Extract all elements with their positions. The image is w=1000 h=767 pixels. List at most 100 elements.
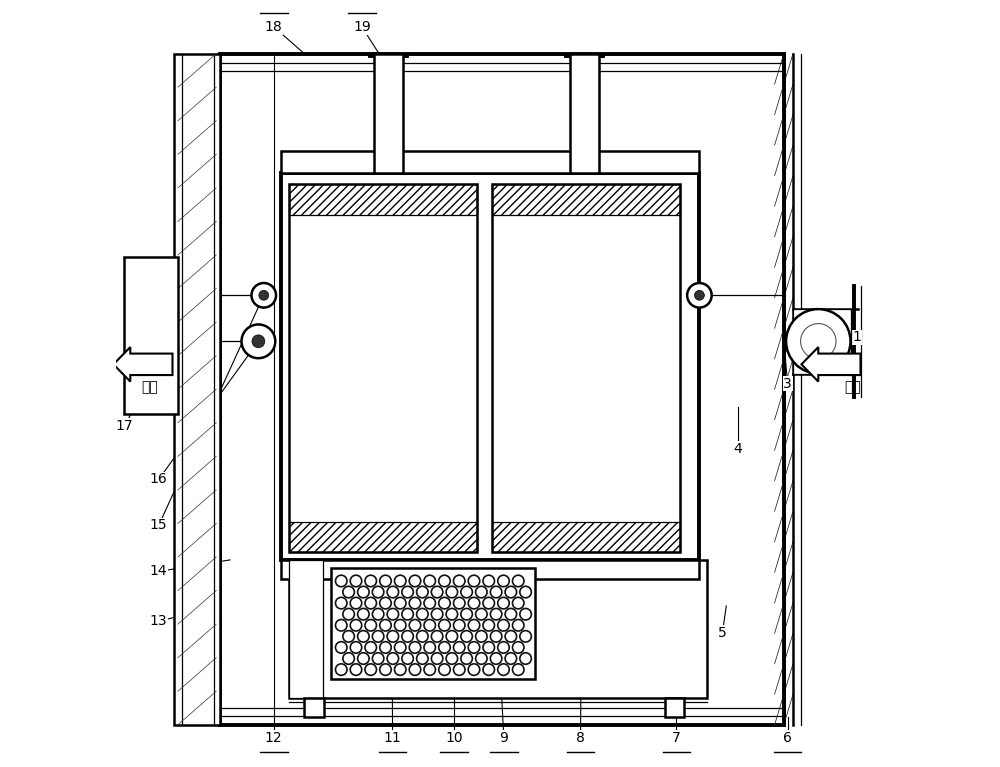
Circle shape xyxy=(468,575,480,587)
Circle shape xyxy=(259,291,269,300)
Text: 18: 18 xyxy=(265,20,283,34)
Circle shape xyxy=(512,642,524,653)
Circle shape xyxy=(242,324,275,358)
Circle shape xyxy=(343,630,354,642)
Circle shape xyxy=(350,642,362,653)
Circle shape xyxy=(402,586,413,597)
Circle shape xyxy=(394,620,406,631)
Bar xyxy=(570,54,599,173)
Circle shape xyxy=(483,642,494,653)
Circle shape xyxy=(446,653,458,664)
Circle shape xyxy=(402,630,413,642)
Circle shape xyxy=(446,608,458,620)
Circle shape xyxy=(417,653,428,664)
Circle shape xyxy=(358,630,369,642)
Circle shape xyxy=(461,586,472,597)
Circle shape xyxy=(350,663,362,675)
Bar xyxy=(220,54,784,725)
Text: 1: 1 xyxy=(852,331,861,344)
Circle shape xyxy=(468,597,480,609)
Text: 9: 9 xyxy=(499,731,508,745)
Circle shape xyxy=(424,620,435,631)
Circle shape xyxy=(446,630,458,642)
Circle shape xyxy=(358,608,369,620)
Circle shape xyxy=(520,608,531,620)
Circle shape xyxy=(409,597,421,609)
Circle shape xyxy=(439,597,450,609)
Circle shape xyxy=(468,620,480,631)
Circle shape xyxy=(446,586,458,597)
Circle shape xyxy=(335,597,347,609)
Circle shape xyxy=(498,597,509,609)
Circle shape xyxy=(453,663,465,675)
Circle shape xyxy=(512,620,524,631)
Circle shape xyxy=(439,663,450,675)
Circle shape xyxy=(335,575,347,587)
Circle shape xyxy=(358,586,369,597)
Text: 8: 8 xyxy=(576,731,585,745)
Circle shape xyxy=(520,653,531,664)
Circle shape xyxy=(335,642,347,653)
Text: 11: 11 xyxy=(384,731,401,745)
Text: 出气: 出气 xyxy=(141,380,158,394)
Circle shape xyxy=(350,620,362,631)
Circle shape xyxy=(380,575,391,587)
Circle shape xyxy=(476,653,487,664)
Circle shape xyxy=(424,575,435,587)
Circle shape xyxy=(476,586,487,597)
Circle shape xyxy=(431,608,443,620)
Circle shape xyxy=(439,620,450,631)
Text: 10: 10 xyxy=(445,731,463,745)
Circle shape xyxy=(409,663,421,675)
Circle shape xyxy=(402,653,413,664)
Circle shape xyxy=(343,586,354,597)
Circle shape xyxy=(468,642,480,653)
Circle shape xyxy=(461,653,472,664)
Circle shape xyxy=(409,575,421,587)
Circle shape xyxy=(335,663,347,675)
Circle shape xyxy=(380,642,391,653)
Text: 16: 16 xyxy=(150,472,168,486)
Bar xyxy=(281,151,699,173)
Text: 14: 14 xyxy=(150,565,167,578)
Circle shape xyxy=(490,586,502,597)
Bar xyxy=(174,54,220,725)
Circle shape xyxy=(251,283,276,308)
Bar xyxy=(665,698,684,717)
Circle shape xyxy=(468,663,480,675)
Circle shape xyxy=(387,608,399,620)
Circle shape xyxy=(343,653,354,664)
Circle shape xyxy=(402,608,413,620)
Circle shape xyxy=(512,597,524,609)
Bar xyxy=(289,522,477,552)
Text: 4: 4 xyxy=(733,442,742,456)
Text: 进气: 进气 xyxy=(844,380,861,394)
Text: 13: 13 xyxy=(150,614,167,628)
Circle shape xyxy=(372,630,384,642)
Circle shape xyxy=(394,663,406,675)
Circle shape xyxy=(476,608,487,620)
Circle shape xyxy=(431,653,443,664)
Circle shape xyxy=(512,575,524,587)
Circle shape xyxy=(498,663,509,675)
Bar xyxy=(492,184,680,215)
Circle shape xyxy=(687,283,712,308)
Bar xyxy=(289,560,323,698)
Circle shape xyxy=(439,575,450,587)
Circle shape xyxy=(498,575,509,587)
Text: 12: 12 xyxy=(265,731,283,745)
Circle shape xyxy=(343,608,354,620)
Bar xyxy=(331,568,535,679)
Circle shape xyxy=(461,608,472,620)
Circle shape xyxy=(417,586,428,597)
Circle shape xyxy=(695,291,704,300)
Circle shape xyxy=(365,597,376,609)
Circle shape xyxy=(409,642,421,653)
Circle shape xyxy=(431,630,443,642)
Circle shape xyxy=(394,642,406,653)
Circle shape xyxy=(490,608,502,620)
Circle shape xyxy=(365,642,376,653)
Circle shape xyxy=(490,653,502,664)
Circle shape xyxy=(387,586,399,597)
Circle shape xyxy=(417,608,428,620)
